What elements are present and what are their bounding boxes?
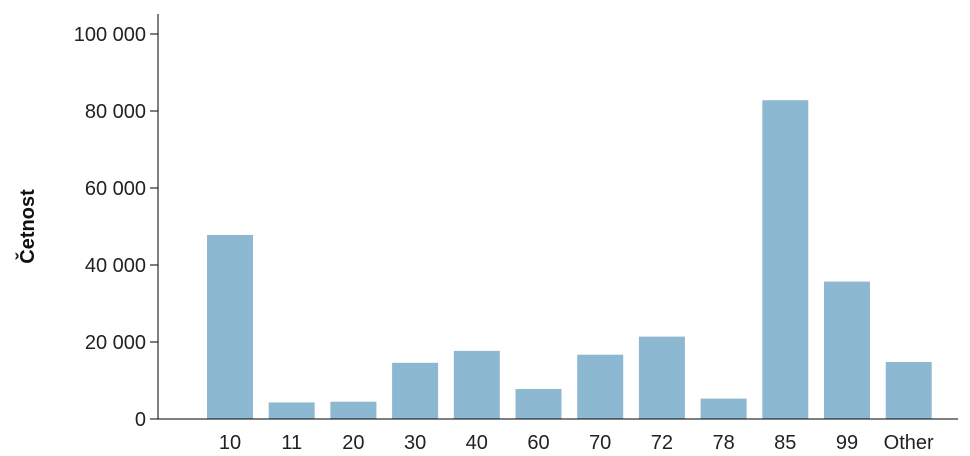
bar-30 (392, 362, 439, 419)
y-tick-label: 40 000 (85, 255, 146, 277)
y-tick-label: 80 000 (85, 101, 146, 123)
bar-70 (577, 354, 624, 419)
x-tick-label: 60 (527, 432, 549, 454)
bar-11 (268, 402, 315, 419)
y-tick-label: 20 000 (85, 332, 146, 354)
x-tick-label: 11 (281, 432, 302, 454)
x-tick-label: 70 (589, 432, 611, 454)
x-tick-label: Other (884, 432, 934, 454)
y-axis-title: Četnost (15, 189, 39, 264)
bar-10 (207, 234, 253, 419)
x-tick-label: 78 (712, 432, 734, 454)
x-axis-ticks: 10 11 20 30 40 60 70 72 78 85 99 Other (219, 432, 934, 454)
x-tick-label: 20 (342, 432, 364, 454)
y-tick-label: 100 000 (74, 24, 146, 46)
x-tick-label: 30 (404, 432, 426, 454)
bar-99 (824, 281, 870, 419)
x-tick-label: 10 (219, 432, 241, 454)
bars (207, 100, 932, 419)
bar-20 (330, 401, 377, 419)
bar-40 (453, 350, 500, 419)
x-tick-label: 99 (836, 432, 858, 454)
bar-other (885, 362, 932, 419)
x-tick-label: 40 (466, 432, 488, 454)
y-tick-label: 0 (135, 409, 146, 431)
y-tick-label: 60 000 (85, 178, 146, 200)
bar-60 (515, 388, 562, 419)
x-tick-label: 72 (651, 432, 673, 454)
y-axis-ticks: 0 20 000 40 000 60 000 80 000 100 000 (74, 24, 158, 431)
bar-85 (762, 100, 809, 419)
bar-78 (700, 398, 747, 419)
x-tick-label: 85 (774, 432, 796, 454)
bar-72 (638, 336, 685, 419)
